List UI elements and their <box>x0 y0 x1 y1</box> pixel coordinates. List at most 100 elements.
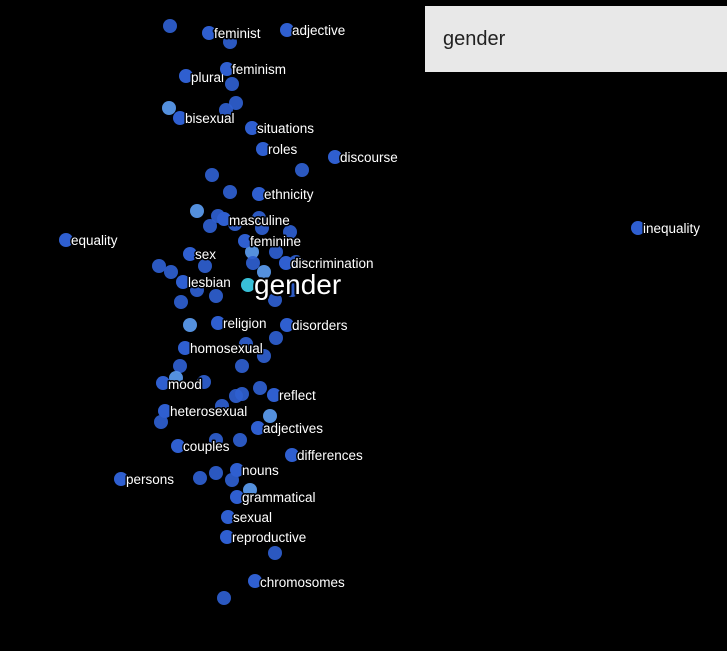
point-label-heterosexual: heterosexual <box>170 404 247 419</box>
point-label-adjectives: adjectives <box>263 421 323 436</box>
embedding-point-plural[interactable] <box>179 69 193 83</box>
embedding-point-homosexual[interactable] <box>178 341 192 355</box>
embedding-point-persons[interactable] <box>114 472 128 486</box>
embedding-point-equality[interactable] <box>59 233 73 247</box>
point-label-persons: persons <box>126 472 174 487</box>
embedding-point[interactable] <box>215 399 229 413</box>
point-label-differences: differences <box>297 448 363 463</box>
embedding-point-discourse[interactable] <box>328 150 342 164</box>
embedding-point-feminism[interactable] <box>220 62 234 76</box>
embedding-point[interactable] <box>209 466 223 480</box>
embedding-point-reproductive[interactable] <box>220 530 234 544</box>
point-label-discrimination: discrimination <box>291 256 374 271</box>
point-label-bisexual: bisexual <box>185 111 235 126</box>
embedding-point-mood[interactable] <box>156 376 170 390</box>
embedding-point-disorders[interactable] <box>280 318 294 332</box>
embedding-point[interactable] <box>183 318 197 332</box>
embedding-point[interactable] <box>197 375 211 389</box>
embedding-point[interactable] <box>228 217 242 231</box>
embedding-point[interactable] <box>239 337 253 351</box>
search-input[interactable] <box>443 27 709 51</box>
point-label-sex: sex <box>195 247 216 262</box>
embedding-point[interactable] <box>229 96 243 110</box>
embedding-point-couples[interactable] <box>171 439 185 453</box>
embedding-point[interactable] <box>225 77 239 91</box>
point-label-couples: couples <box>183 439 230 454</box>
embedding-point-feminist[interactable] <box>202 26 216 40</box>
embedding-point[interactable] <box>235 359 249 373</box>
embedding-point-reflect[interactable] <box>267 388 281 402</box>
embedding-point-differences[interactable] <box>285 448 299 462</box>
embedding-point[interactable] <box>223 35 237 49</box>
embedding-point-nouns[interactable] <box>230 463 244 477</box>
embedding-point[interactable] <box>257 349 271 363</box>
embedding-point[interactable] <box>152 259 166 273</box>
embedding-point[interactable] <box>193 471 207 485</box>
embedding-point[interactable] <box>268 293 282 307</box>
embedding-point-inequality[interactable] <box>631 221 645 235</box>
embedding-point[interactable] <box>154 415 168 429</box>
embedding-point[interactable] <box>169 371 183 385</box>
point-label-mood: mood <box>168 377 202 392</box>
focus-point-gender[interactable] <box>241 278 255 292</box>
embedding-point[interactable] <box>268 546 282 560</box>
embedding-point-situations[interactable] <box>245 121 259 135</box>
embedding-point[interactable] <box>257 265 271 279</box>
embedding-point[interactable] <box>223 185 237 199</box>
embedding-point[interactable] <box>205 168 219 182</box>
embedding-point[interactable] <box>246 256 260 270</box>
embedding-point-discrimination[interactable] <box>279 256 293 270</box>
embedding-point[interactable] <box>252 211 266 225</box>
point-label-disorders: disorders <box>292 318 348 333</box>
point-label-feminism: feminism <box>232 62 286 77</box>
point-label-grammatical: grammatical <box>242 490 316 505</box>
embedding-point[interactable] <box>203 219 217 233</box>
embedding-point[interactable] <box>235 387 249 401</box>
embedding-point-sex[interactable] <box>183 247 197 261</box>
embedding-point[interactable] <box>269 331 283 345</box>
point-label-religion: religion <box>223 316 267 331</box>
point-label-adjective: adjective <box>292 23 345 38</box>
embedding-point-lesbian[interactable] <box>176 275 190 289</box>
embedding-point[interactable] <box>245 245 259 259</box>
embedding-point-sexual[interactable] <box>221 510 235 524</box>
embedding-point[interactable] <box>190 283 204 297</box>
point-label-inequality: inequality <box>643 221 700 236</box>
embedding-point[interactable] <box>164 265 178 279</box>
embedding-point[interactable] <box>209 433 223 447</box>
embedding-point[interactable] <box>173 359 187 373</box>
embedding-point[interactable] <box>162 101 176 115</box>
embedding-point[interactable] <box>243 483 257 497</box>
embedding-point[interactable] <box>263 409 277 423</box>
point-label-feminist: feminist <box>214 26 261 41</box>
embedding-point-masculine[interactable] <box>217 212 231 226</box>
point-label-feminine: feminine <box>250 234 301 249</box>
embedding-point-heterosexual[interactable] <box>158 404 172 418</box>
embedding-point-feminine[interactable] <box>238 234 252 248</box>
embedding-point-roles[interactable] <box>256 142 270 156</box>
embedding-point[interactable] <box>285 283 299 297</box>
embedding-point[interactable] <box>253 381 267 395</box>
embedding-point[interactable] <box>269 245 283 259</box>
embedding-point[interactable] <box>163 19 177 33</box>
embedding-point-grammatical[interactable] <box>230 490 244 504</box>
embedding-point-adjectives[interactable] <box>251 421 265 435</box>
embedding-point-religion[interactable] <box>211 316 225 330</box>
embedding-point[interactable] <box>217 591 231 605</box>
embedding-point[interactable] <box>198 259 212 273</box>
embedding-point[interactable] <box>174 295 188 309</box>
embedding-point-adjective[interactable] <box>280 23 294 37</box>
embedding-point-chromosomes[interactable] <box>248 574 262 588</box>
embedding-point-bisexual[interactable] <box>173 111 187 125</box>
embedding-point[interactable] <box>283 225 297 239</box>
embedding-point-ethnicity[interactable] <box>252 187 266 201</box>
embedding-point[interactable] <box>295 163 309 177</box>
embedding-point[interactable] <box>209 289 223 303</box>
point-label-sexual: sexual <box>233 510 272 525</box>
search-box[interactable] <box>425 6 727 72</box>
embedding-point[interactable] <box>233 433 247 447</box>
embedding-point[interactable] <box>190 204 204 218</box>
point-label-ethnicity: ethnicity <box>264 187 314 202</box>
embedding-point[interactable] <box>219 103 233 117</box>
